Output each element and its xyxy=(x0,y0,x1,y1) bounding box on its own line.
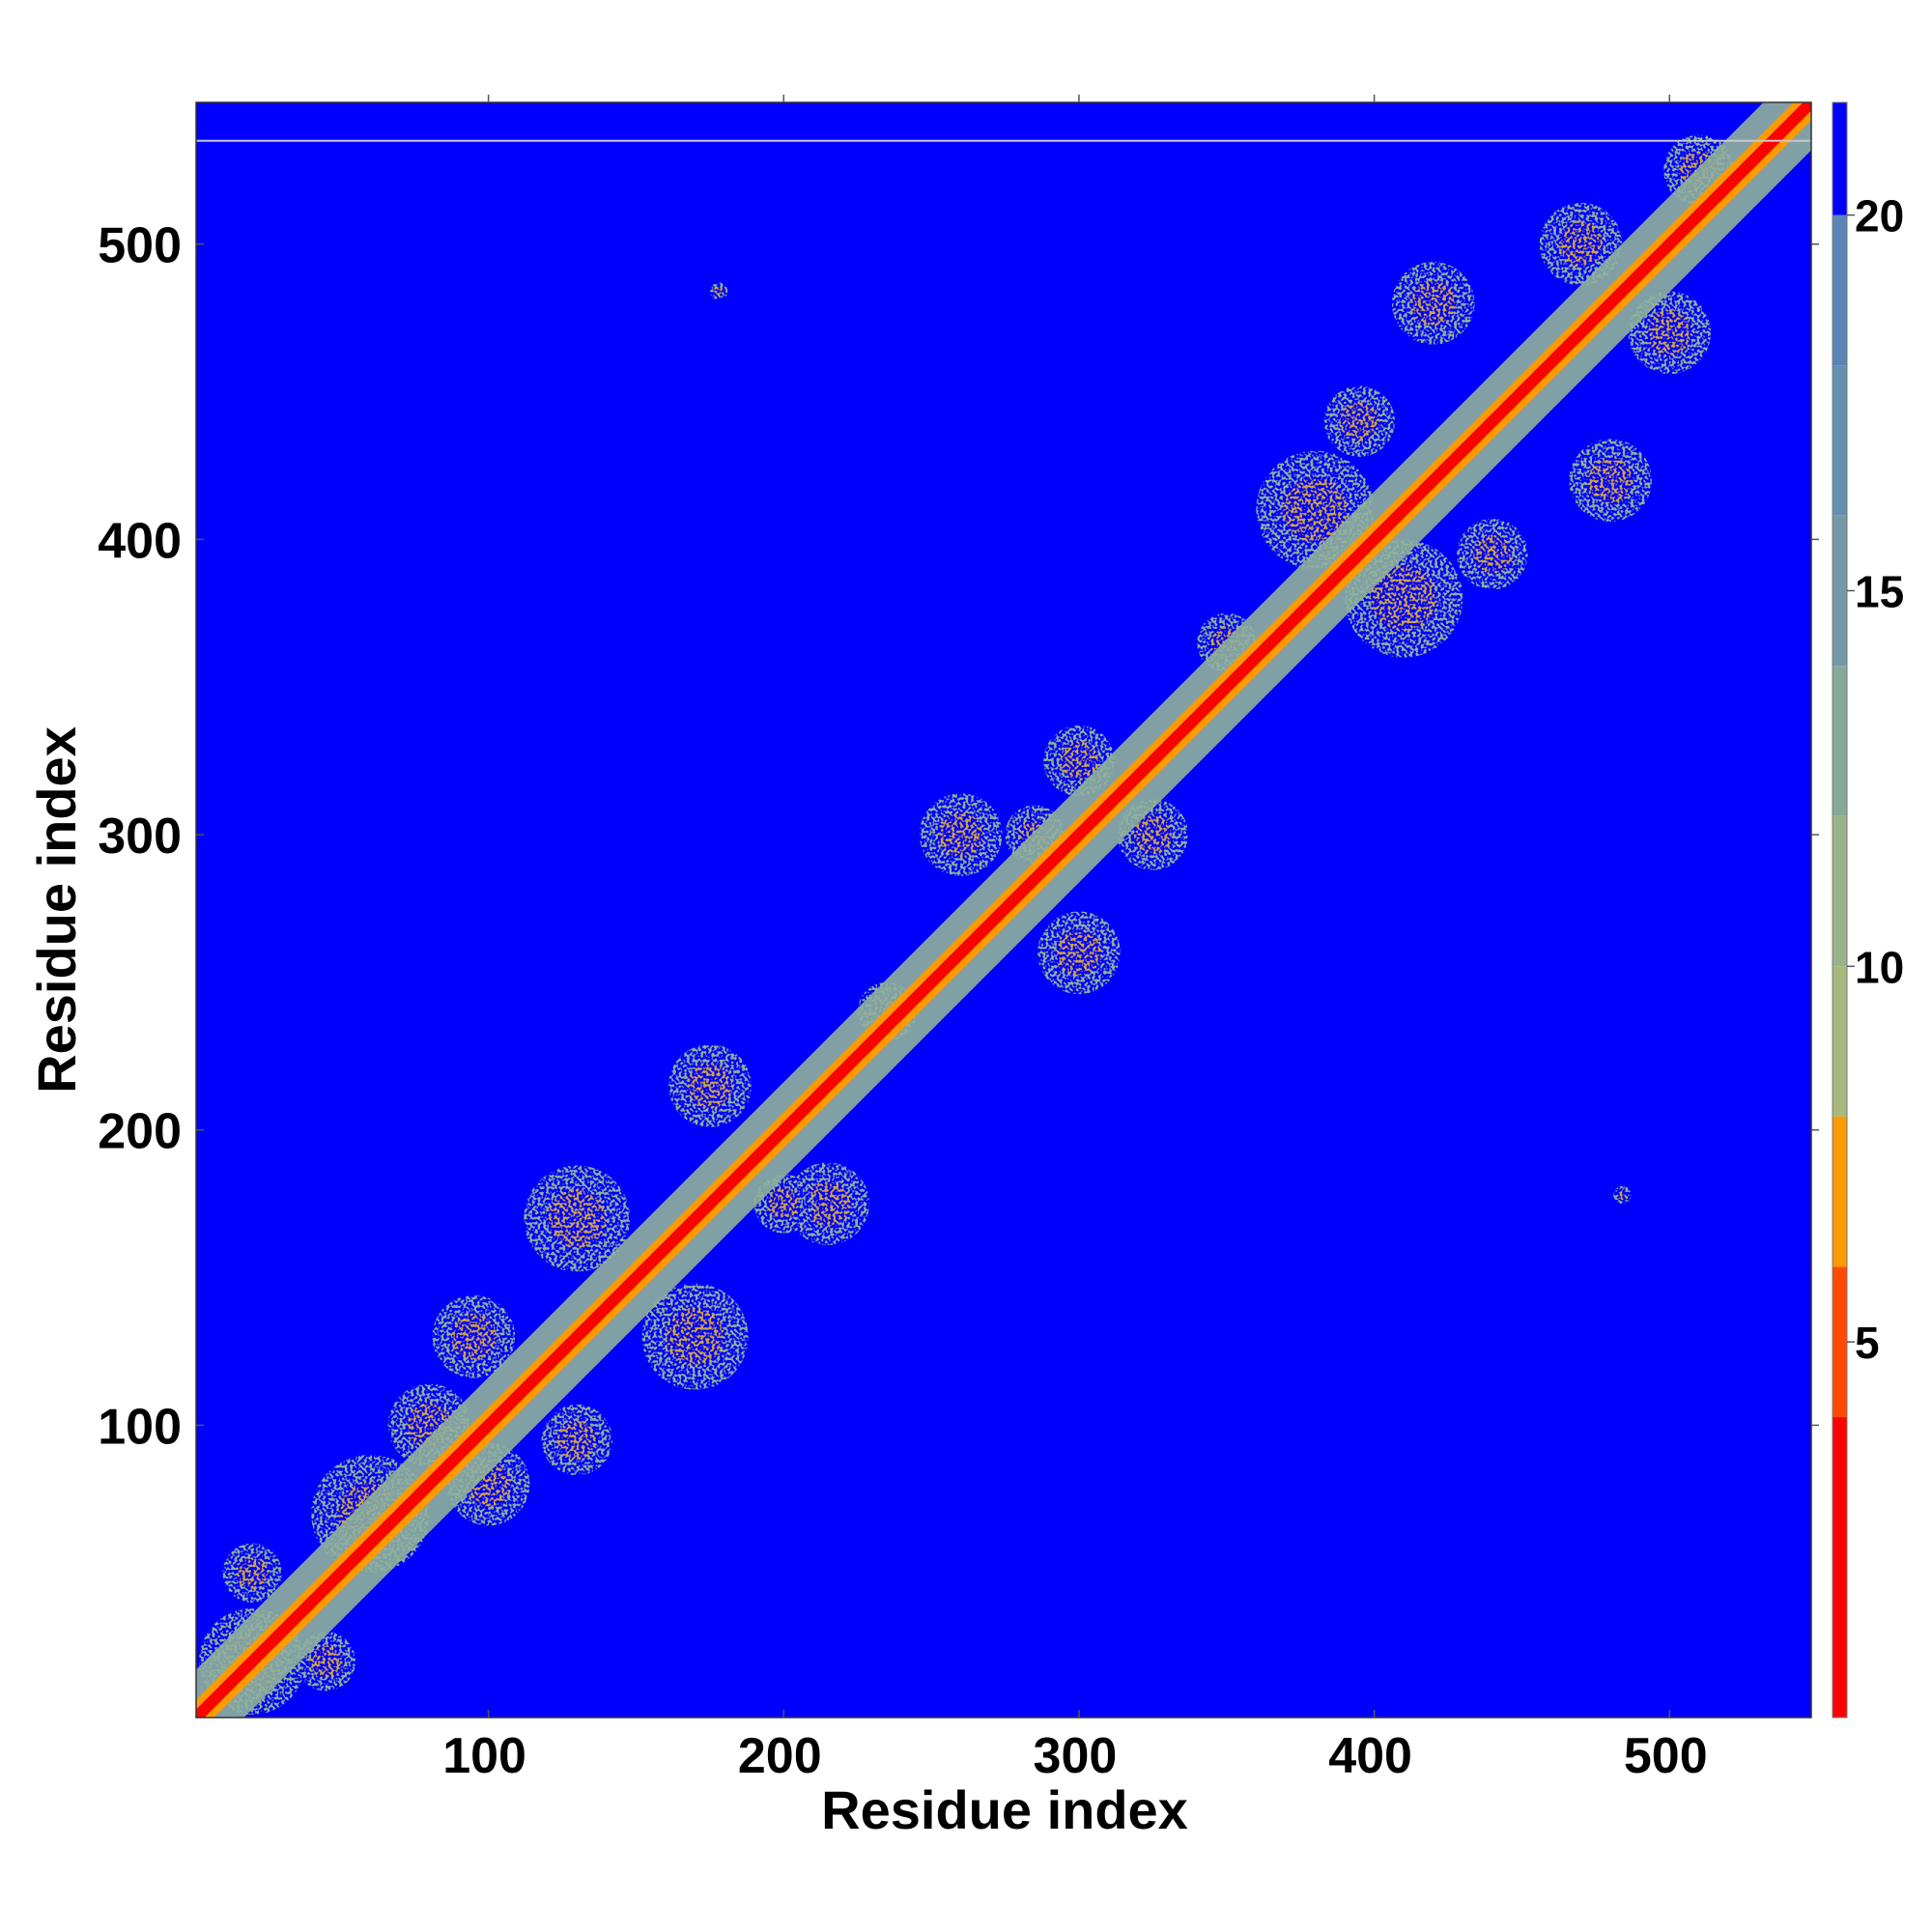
contact-cluster-core-21 xyxy=(1371,565,1436,632)
colorbar-tick-label-10: 10 xyxy=(1855,942,1904,992)
y-tick-label-500: 500 xyxy=(98,218,182,274)
x-axis-ticks: 100 200 300 400 500 xyxy=(442,95,1708,1784)
colorbar-band-5 xyxy=(1833,666,1847,816)
contact-cluster-core-27 xyxy=(1646,309,1692,355)
colorbar-band-6 xyxy=(1833,515,1847,667)
heatmap-plot-area xyxy=(195,101,1812,1719)
contact-cluster-core-10 xyxy=(687,1063,733,1109)
contact-cluster-core-7 xyxy=(557,1420,597,1460)
x-tick-label-100: 100 xyxy=(442,1728,526,1784)
colorbar-band-1 xyxy=(1833,1266,1847,1417)
x-tick-label-400: 400 xyxy=(1328,1728,1412,1784)
contact-cluster-core-8 xyxy=(548,1189,607,1248)
diagonal-line xyxy=(196,102,1811,1718)
contact-cluster-core-20 xyxy=(1282,477,1349,543)
y-axis-label: Residue index xyxy=(26,726,87,1094)
y-tick-label-100: 100 xyxy=(98,1399,182,1455)
x-tick-label-300: 300 xyxy=(1034,1728,1118,1784)
contact-cluster-core-11 xyxy=(805,1180,851,1227)
x-axis-label: Residue index xyxy=(821,1779,1188,1840)
colorbar-band-0 xyxy=(1833,1416,1847,1718)
contact-cluster-core-18 xyxy=(1133,814,1173,855)
contact-cluster-core-2 xyxy=(236,1556,269,1590)
contact-cluster-core-1 xyxy=(309,1645,343,1678)
near-diagonal-band xyxy=(196,102,1811,1718)
colorbar-band-8 xyxy=(1833,214,1847,366)
contact-cluster-core-23 xyxy=(1472,534,1513,574)
y-tick-label-300: 300 xyxy=(98,809,182,865)
colorbar-band-3 xyxy=(1833,966,1847,1117)
colorbar-ticks: 5 10 15 20 xyxy=(1847,191,1904,1368)
contact-cluster-core-17 xyxy=(1059,741,1099,781)
contact-cluster-core-12 xyxy=(767,1187,801,1220)
contact-cluster-core-26 xyxy=(1558,221,1605,268)
colorbar-tick-label-15: 15 xyxy=(1855,566,1904,616)
contact-cluster-core-29 xyxy=(713,286,724,297)
y-tick-label-200: 200 xyxy=(98,1104,182,1160)
plot-frame xyxy=(195,101,1812,1719)
colorbar-band-4 xyxy=(1833,815,1847,967)
y-axis-ticks: 100 200 300 400 500 xyxy=(98,218,1819,1455)
contact-cluster-core-22 xyxy=(1340,401,1379,441)
contact-cluster-core-6 xyxy=(450,1314,497,1360)
colorbar-tick-label-5: 5 xyxy=(1855,1318,1880,1368)
contact-cluster-core-24 xyxy=(1410,280,1457,327)
contact-cluster-core-30 xyxy=(1617,1189,1628,1201)
contact-cluster-core-15 xyxy=(1056,929,1102,976)
colorbar xyxy=(1832,101,1848,1719)
contact-cluster-core-14 xyxy=(938,811,984,858)
colorbar-band-2 xyxy=(1833,1116,1847,1267)
colorbar-frame xyxy=(1832,101,1848,1719)
contact-cluster-core-9 xyxy=(666,1307,724,1366)
y-tick-label-400: 400 xyxy=(98,513,182,569)
x-tick-label-200: 200 xyxy=(738,1728,822,1784)
contact-cluster-core-25 xyxy=(1587,457,1634,503)
x-tick-label-500: 500 xyxy=(1624,1728,1708,1784)
colorbar-band-7 xyxy=(1833,365,1847,516)
colorbar-tick-label-20: 20 xyxy=(1855,191,1904,242)
colorbar-band-9 xyxy=(1833,102,1847,215)
